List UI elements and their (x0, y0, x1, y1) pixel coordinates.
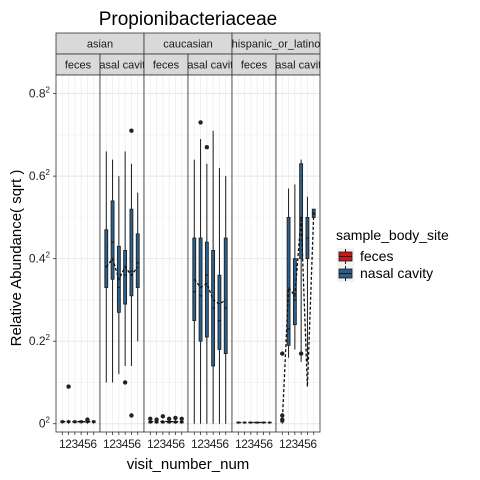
box-body (135, 233, 140, 288)
x-tick-label: 4 (298, 437, 305, 451)
mean-line (281, 213, 315, 423)
strip-site-label: feces (153, 60, 180, 72)
outlier-point (129, 413, 134, 418)
x-tick-label: 6 (222, 437, 229, 451)
x-tick-label: 3 (160, 437, 167, 451)
mean-line (193, 278, 227, 305)
outlier-point (148, 416, 153, 421)
box-body (129, 208, 134, 297)
x-tick-label: 5 (216, 437, 223, 451)
outlier-point (166, 416, 172, 421)
outlier-point (129, 128, 134, 133)
x-tick-label: 2 (241, 437, 248, 451)
x-tick-label: 6 (90, 437, 97, 451)
x-tick-label: 3 (292, 437, 299, 451)
x-tick-label: 3 (116, 437, 123, 451)
y-axis-title: Relative Abundance( sqrt ) (8, 170, 25, 347)
panel-background (56, 75, 100, 432)
box-body (292, 258, 297, 326)
x-tick-label: 3 (248, 437, 255, 451)
strip-group-label: asian (87, 39, 113, 51)
box-body (192, 237, 197, 321)
x-tick-label: 1 (147, 437, 154, 451)
x-tick-label: 6 (266, 437, 273, 451)
outlier-point (179, 416, 184, 421)
x-tick-label: 4 (166, 437, 173, 451)
x-tick-label: 3 (72, 437, 79, 451)
box-body (286, 216, 291, 346)
y-tick-label: 02 (39, 416, 51, 431)
y-tick-label: 0.22 (29, 333, 51, 348)
x-tick-label: 5 (260, 437, 267, 451)
panel-background (144, 75, 188, 432)
x-tick-label: 3 (204, 437, 211, 451)
outlier-point (85, 417, 90, 422)
x-tick-label: 5 (128, 437, 135, 451)
x-tick-label: 2 (109, 437, 116, 451)
chart-title: Propionibacteriaceae (99, 9, 278, 30)
outlier-point (280, 351, 285, 356)
x-tick-label: 4 (210, 437, 217, 451)
x-tick-label: 2 (153, 437, 160, 451)
outlier-point (122, 380, 128, 385)
strip-site-label: nasal cavity (269, 60, 327, 72)
x-tick-label: 1 (103, 437, 110, 451)
x-tick-label: 1 (279, 437, 286, 451)
x-tick-label: 2 (285, 437, 292, 451)
y-tick-label: 0.62 (29, 168, 51, 183)
x-tick-label: 6 (310, 437, 317, 451)
x-tick-label: 5 (84, 437, 91, 451)
strip-site-label: nasal cavity (93, 60, 151, 72)
x-tick-label: 2 (197, 437, 204, 451)
x-tick-label: 5 (172, 437, 179, 451)
mean-line (105, 257, 139, 282)
x-tick-label: 1 (59, 437, 66, 451)
x-tick-label: 2 (65, 437, 72, 451)
x-tick-label: 4 (254, 437, 261, 451)
panel-border (275, 74, 321, 433)
outlier-point (204, 145, 210, 150)
legend-title: sample_body_site (336, 227, 449, 243)
outlier-point (154, 417, 159, 422)
outlier-point (298, 351, 304, 356)
box-body (104, 229, 109, 288)
strip-group-label: caucasian (163, 39, 213, 51)
y-tick-label: 0.42 (29, 251, 51, 266)
outlier-point (66, 384, 71, 389)
x-axis-title: visit_number_num (127, 456, 250, 473)
box-body (299, 163, 304, 260)
x-tick-label: 6 (178, 437, 185, 451)
x-tick-label: 1 (191, 437, 198, 451)
legend-label: feces (360, 248, 393, 264)
outlier-point (173, 415, 178, 421)
strip-site-label: feces (241, 60, 268, 72)
outlier-point (160, 414, 166, 419)
outlier-point (280, 417, 285, 422)
box-body (223, 237, 228, 354)
x-tick-label: 5 (304, 437, 311, 451)
box-body (123, 250, 128, 305)
box-body (217, 274, 222, 350)
outlier-point (198, 120, 203, 125)
strip-site-label: nasal cavity (181, 60, 239, 72)
box-body (198, 237, 203, 342)
box-body (110, 200, 115, 280)
x-tick-label: 4 (78, 437, 85, 451)
x-tick-label: 4 (122, 437, 129, 451)
strip-group-label: hispanic_or_latino (232, 39, 321, 51)
panel-background (232, 75, 276, 432)
y-tick-label: 0.82 (29, 86, 51, 101)
strip-site-label: feces (65, 60, 92, 72)
box-body (204, 241, 209, 338)
legend-label: nasal cavity (360, 265, 433, 281)
x-tick-label: 6 (134, 437, 141, 451)
x-tick-label: 1 (235, 437, 242, 451)
outlier-point (280, 413, 285, 418)
